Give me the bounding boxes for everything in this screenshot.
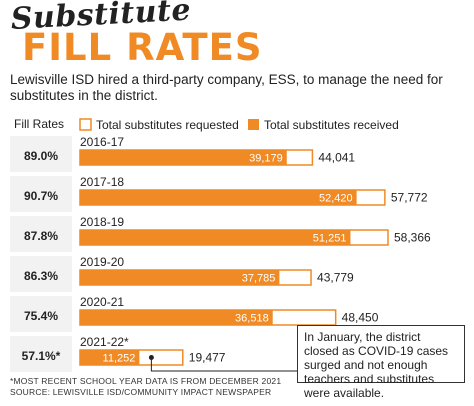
chart-title: FILL RATES	[22, 26, 263, 69]
fill-rate-label: 89.0%	[24, 149, 58, 163]
chart-subtitle: Lewisville ISD hired a third-party compa…	[10, 72, 443, 103]
footnote-line: *MOST RECENT SCHOOL YEAR DATA IS FROM DE…	[10, 376, 282, 386]
fill-rate-cell	[10, 256, 72, 292]
bar-received	[80, 230, 351, 245]
bar-received	[80, 350, 140, 365]
bar-requested-value: 19,477	[189, 351, 226, 365]
bar-received-value: 39,179	[249, 153, 283, 165]
fill-rate-label: 57.1%*	[22, 349, 61, 363]
fill-rate-cell	[10, 136, 72, 172]
year-label: 2017-18	[80, 175, 124, 189]
year-label: 2019-20	[80, 255, 124, 269]
bar-requested-value: 57,772	[391, 191, 428, 205]
fill-rate-label: 86.3%	[24, 269, 58, 283]
year-label: 2020-21	[80, 295, 124, 309]
legend-label-requested: Total substitutes requested	[96, 118, 239, 132]
bar-received-value: 11,252	[103, 353, 136, 365]
annotation-note: In January, the district closed as COVID…	[297, 325, 465, 400]
bar-requested-value: 44,041	[318, 151, 355, 165]
bar-received	[80, 150, 287, 165]
legend-label-received: Total substitutes received	[264, 118, 399, 132]
bar-received-value: 52,420	[319, 193, 353, 205]
fill-rate-cell	[10, 296, 72, 332]
bar-received-value: 37,785	[242, 273, 276, 285]
fill-rate-cell	[10, 336, 72, 372]
footnote: *MOST RECENT SCHOOL YEAR DATA IS FROM DE…	[10, 376, 281, 398]
fill-rate-label: 90.7%	[24, 189, 58, 203]
fill-rate-label: 87.8%	[24, 229, 58, 243]
year-label: 2018-19	[80, 215, 124, 229]
year-label: 2021-22*	[80, 335, 129, 349]
bar-requested-value: 48,450	[342, 311, 379, 325]
fill-rate-label: 75.4%	[24, 309, 58, 323]
bar-received-value: 51,251	[313, 233, 347, 245]
year-label: 2016-17	[80, 135, 124, 149]
fill-rate-cell	[10, 176, 72, 212]
fill-rate-header: Fill Rates	[14, 117, 64, 131]
bar-received	[80, 310, 273, 325]
annotation-leader-line	[150, 357, 297, 372]
source-line: SOURCE: LEWISVILLE ISD/COMMUNITY IMPACT …	[10, 387, 272, 397]
bar-requested-value: 58,366	[394, 231, 431, 245]
bar-requested-value: 43,779	[317, 271, 354, 285]
bar-received	[80, 190, 357, 205]
bar-received-value: 36,518	[235, 313, 269, 325]
legend-swatch-received	[248, 119, 259, 130]
fill-rate-cell	[10, 216, 72, 252]
legend-swatch-requested	[79, 118, 92, 131]
bar-received	[80, 270, 280, 285]
